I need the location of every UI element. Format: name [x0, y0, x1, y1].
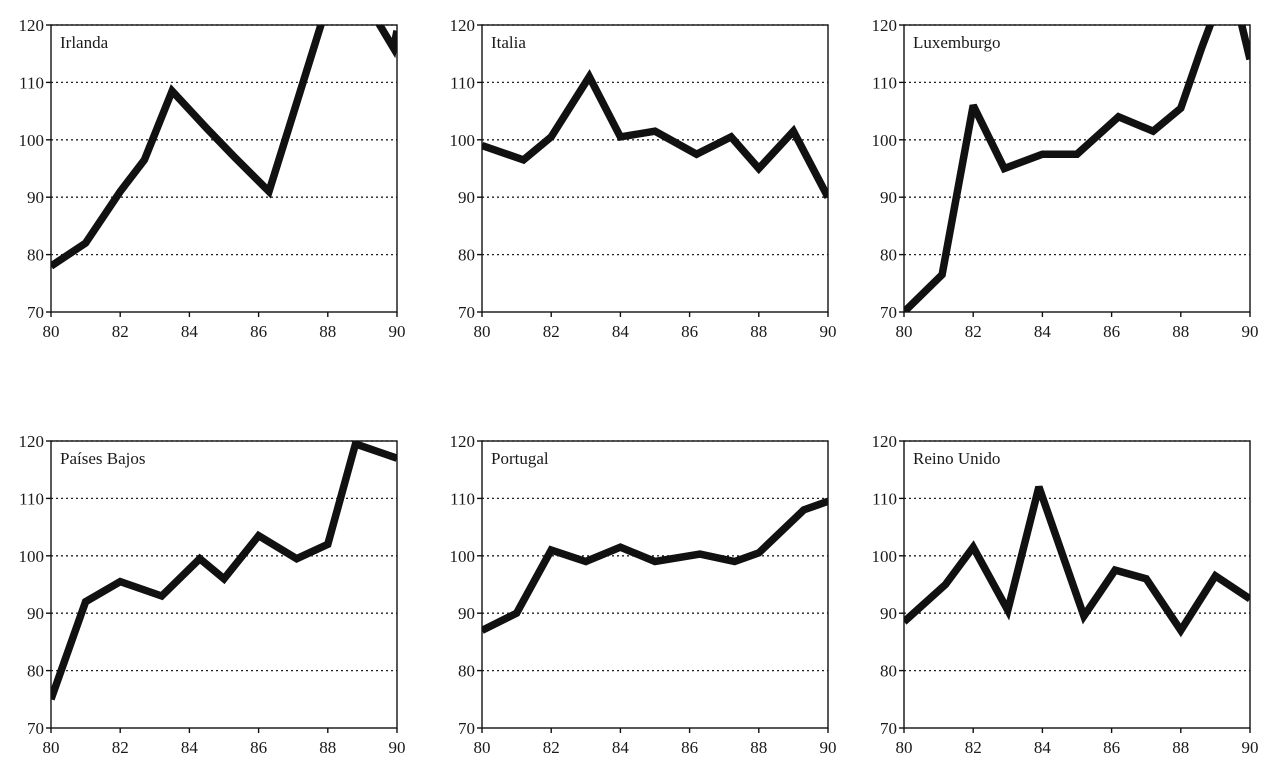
- y-tick-label: 90: [880, 188, 897, 207]
- y-tick-label: 70: [458, 303, 475, 322]
- y-tick-label: 80: [27, 662, 44, 681]
- x-tick-label: 88: [750, 738, 767, 757]
- y-tick-label: 80: [27, 246, 44, 265]
- y-tick-label: 120: [872, 432, 898, 451]
- y-tick-label: 120: [450, 16, 476, 35]
- y-tick-label: 110: [19, 73, 44, 92]
- plot-frame: [50, 440, 398, 729]
- x-tick-label: 86: [681, 322, 698, 341]
- x-tick-label: 90: [820, 322, 837, 341]
- x-tick-label: 86: [1103, 738, 1120, 757]
- x-tick-label: 82: [543, 322, 560, 341]
- series-line-1: [51, 25, 397, 270]
- x-tick-label: 88: [750, 322, 767, 341]
- x-tick-label: 84: [612, 738, 630, 757]
- series-line-6: [904, 485, 1250, 638]
- x-tick-label: 84: [1034, 738, 1052, 757]
- plot-frame: [903, 24, 1251, 313]
- plot-frame: [50, 24, 398, 313]
- x-tick-label: 82: [965, 738, 982, 757]
- panel-title: Reino Unido: [913, 449, 1000, 468]
- x-tick-label: 84: [181, 738, 199, 757]
- y-tick-label: 100: [872, 131, 898, 150]
- y-tick-label: 120: [19, 432, 45, 451]
- x-tick-label: 86: [1103, 322, 1120, 341]
- x-tick-label: 82: [543, 738, 560, 757]
- series-line-2: [482, 69, 828, 199]
- x-tick-label: 82: [112, 738, 129, 757]
- y-tick-label: 100: [19, 131, 45, 150]
- y-tick-label: 70: [880, 303, 897, 322]
- y-tick-label: 80: [880, 246, 897, 265]
- x-tick-label: 80: [43, 322, 60, 341]
- y-tick-label: 80: [458, 662, 475, 681]
- x-tick-label: 88: [1172, 322, 1189, 341]
- x-tick-label: 82: [112, 322, 129, 341]
- plot-frame: [481, 24, 829, 313]
- panel-title: Italia: [491, 33, 526, 52]
- y-tick-label: 100: [450, 131, 476, 150]
- y-tick-label: 120: [872, 16, 898, 35]
- x-tick-label: 90: [1242, 738, 1259, 757]
- series-line-4: [51, 441, 397, 701]
- y-tick-label: 90: [458, 604, 475, 623]
- x-tick-label: 86: [681, 738, 698, 757]
- y-tick-label: 70: [27, 303, 44, 322]
- x-tick-label: 84: [181, 322, 199, 341]
- x-tick-label: 86: [250, 738, 267, 757]
- panel-title: Irlanda: [60, 33, 109, 52]
- y-tick-label: 100: [872, 547, 898, 566]
- x-tick-label: 90: [389, 738, 406, 757]
- x-tick-label: 80: [474, 738, 491, 757]
- y-tick-label: 70: [27, 719, 44, 738]
- x-tick-label: 80: [896, 322, 913, 341]
- x-tick-label: 88: [1172, 738, 1189, 757]
- y-tick-label: 100: [450, 547, 476, 566]
- y-tick-label: 110: [450, 489, 475, 508]
- y-tick-label: 70: [880, 719, 897, 738]
- x-tick-label: 80: [474, 322, 491, 341]
- y-tick-label: 110: [872, 73, 897, 92]
- y-tick-label: 70: [458, 719, 475, 738]
- panel-title: Países Bajos: [60, 449, 145, 468]
- y-tick-label: 80: [880, 662, 897, 681]
- x-tick-label: 90: [820, 738, 837, 757]
- y-tick-label: 100: [19, 547, 45, 566]
- plot-frame: [481, 440, 829, 729]
- y-tick-label: 110: [450, 73, 475, 92]
- plot-frame: [903, 440, 1251, 729]
- x-tick-label: 90: [1242, 322, 1259, 341]
- y-tick-label: 80: [458, 246, 475, 265]
- y-tick-label: 110: [872, 489, 897, 508]
- x-tick-label: 80: [896, 738, 913, 757]
- x-tick-label: 80: [43, 738, 60, 757]
- y-tick-label: 90: [880, 604, 897, 623]
- series-line-5: [482, 497, 828, 634]
- y-tick-label: 90: [458, 188, 475, 207]
- panel-title: Luxemburgo: [913, 33, 1001, 52]
- y-tick-label: 90: [27, 604, 44, 623]
- y-tick-label: 110: [19, 489, 44, 508]
- y-tick-label: 90: [27, 188, 44, 207]
- x-tick-label: 86: [250, 322, 267, 341]
- panel-title: Portugal: [491, 449, 549, 468]
- x-tick-label: 84: [1034, 322, 1052, 341]
- series-line-3: [904, 25, 1250, 312]
- y-tick-label: 120: [19, 16, 45, 35]
- x-tick-label: 90: [389, 322, 406, 341]
- x-tick-label: 84: [612, 322, 630, 341]
- x-tick-label: 88: [319, 322, 336, 341]
- y-tick-label: 120: [450, 432, 476, 451]
- x-tick-label: 82: [965, 322, 982, 341]
- x-tick-label: 88: [319, 738, 336, 757]
